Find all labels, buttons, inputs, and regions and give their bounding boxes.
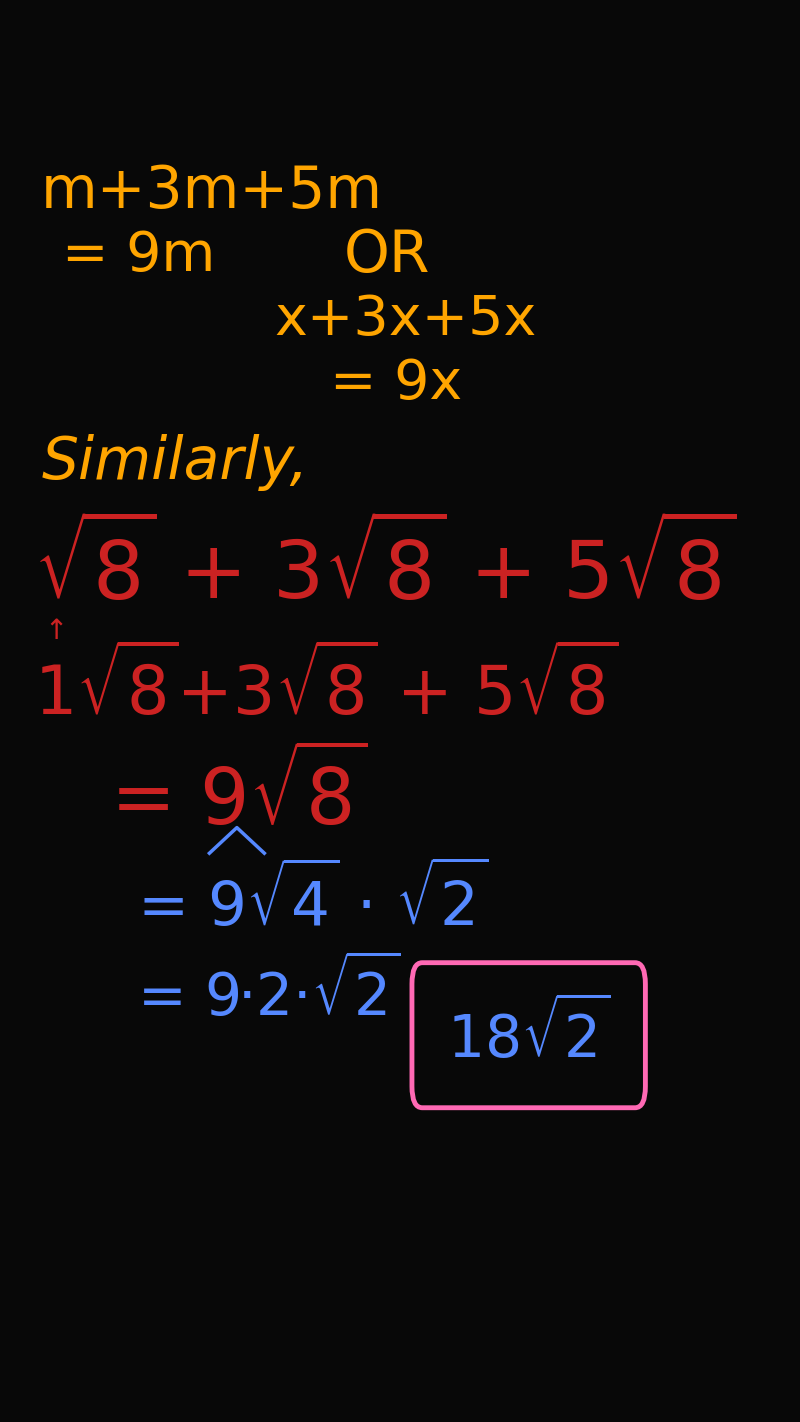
FancyBboxPatch shape xyxy=(412,963,646,1108)
Text: Similarly,: Similarly, xyxy=(41,434,308,491)
Text: x+3x+5x: x+3x+5x xyxy=(274,293,537,347)
Text: = 9m: = 9m xyxy=(62,229,215,283)
Text: $\sqrt{8}$ + 3$\sqrt{8}$ + 5$\sqrt{8}$: $\sqrt{8}$ + 3$\sqrt{8}$ + 5$\sqrt{8}$ xyxy=(34,522,737,616)
Text: = 9·2·$\sqrt{2}$ =: = 9·2·$\sqrt{2}$ = xyxy=(138,957,462,1028)
Text: ↑: ↑ xyxy=(45,617,68,646)
Text: 1$\sqrt{8}$+3$\sqrt{8}$ + 5$\sqrt{8}$: 1$\sqrt{8}$+3$\sqrt{8}$ + 5$\sqrt{8}$ xyxy=(34,647,618,729)
Text: 18$\sqrt{2}$: 18$\sqrt{2}$ xyxy=(447,1000,610,1071)
Text: = 9$\sqrt{4}$ · $\sqrt{2}$: = 9$\sqrt{4}$ · $\sqrt{2}$ xyxy=(138,865,489,939)
Text: = 9x: = 9x xyxy=(330,357,462,411)
Text: = 9$\sqrt{8}$: = 9$\sqrt{8}$ xyxy=(110,751,367,842)
Text: OR: OR xyxy=(343,228,430,284)
Text: m+3m+5m: m+3m+5m xyxy=(41,164,383,220)
